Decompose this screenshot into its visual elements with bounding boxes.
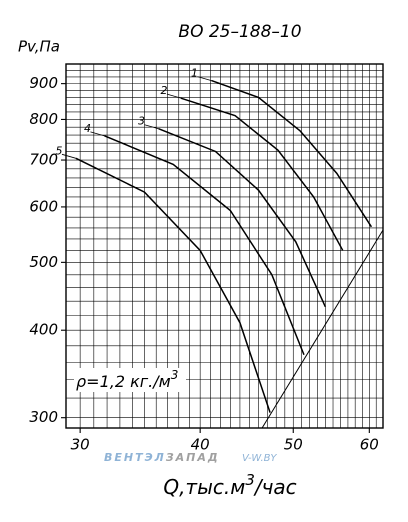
y-tick-label: 500 <box>29 253 58 271</box>
curve <box>158 128 327 308</box>
x-label-text: Q,тыс.м <box>163 475 245 499</box>
x-tick-label: 30 <box>71 436 90 454</box>
label-leader <box>144 124 159 130</box>
annotation-text: ρ=1,2 кг./м <box>76 372 171 391</box>
label-leader <box>90 131 105 137</box>
label-leader <box>197 76 212 81</box>
curve <box>180 97 344 251</box>
plot-frame <box>65 63 384 429</box>
annotation-sup: 3 <box>171 368 179 382</box>
y-axis-label: Pv,Па <box>18 38 60 56</box>
x-label-rest: /час <box>253 475 297 499</box>
series-label: 2 <box>160 84 167 97</box>
series-label: 3 <box>138 115 145 128</box>
x-tick-label: 60 <box>360 436 379 454</box>
curve <box>75 157 271 413</box>
y-tick-label: 400 <box>29 321 58 339</box>
chart-title: ВО 25–188–10 <box>178 22 301 42</box>
y-tick-label: 300 <box>29 408 58 426</box>
watermark-part: ВЕНТЭЛ <box>104 451 166 464</box>
label-leader <box>166 93 182 99</box>
annotation-bg <box>74 368 186 392</box>
x-label-sup: 3 <box>245 471 255 489</box>
y-tick-label: 700 <box>29 151 58 169</box>
x-tick-label: 50 <box>284 436 303 454</box>
watermark-part: ЗАПАД <box>166 451 220 464</box>
series-label: 4 <box>84 122 91 135</box>
reference-line <box>261 229 384 429</box>
curve <box>104 135 305 356</box>
y-tick-label: 600 <box>29 197 58 215</box>
series-label: 5 <box>55 144 62 157</box>
watermark-url: V-W.BY <box>242 453 277 464</box>
watermark: ВЕНТЭЛЗАПАД <box>104 451 220 464</box>
curve <box>211 79 373 228</box>
annotation: ρ=1,2 кг./м3 <box>76 368 178 391</box>
x-tick-label: 40 <box>191 436 210 454</box>
y-tick-label: 900 <box>29 74 58 92</box>
label-leader <box>61 153 77 159</box>
series-label: 1 <box>191 67 198 80</box>
x-axis-label: Q,тыс.м3/час <box>163 471 296 499</box>
y-tick-label: 800 <box>29 110 58 128</box>
